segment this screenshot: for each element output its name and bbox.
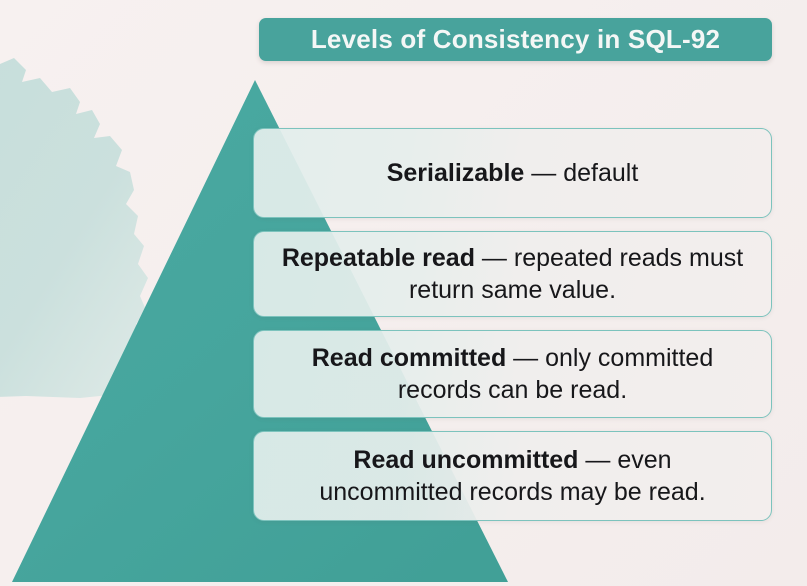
level-label-repeatable-read: Repeatable read [281, 244, 475, 272]
level-separator-repeatable-read [475, 244, 482, 272]
level-box-repeatable-read[interactable]: Repeatable read — repeated reads must re… [253, 231, 772, 317]
level-description-read-uncommitted: even uncommitted records may be read. [319, 446, 706, 506]
slide-title-bar: Levels of Consistency in SQL-92 [259, 18, 772, 61]
level-dash-serializable: — [531, 159, 557, 187]
level-dash-repeatable-read: — [481, 244, 507, 272]
level-box-read-committed[interactable]: Read committed — only committed records … [253, 330, 772, 418]
page-title: Levels of Consistency in SQL-92 [310, 24, 721, 54]
level-text-serializable: Serializable — default [387, 157, 639, 189]
level-label-read-uncommitted: Read uncommitted [353, 446, 579, 474]
level-text-read-uncommitted: Read uncommitted — even uncommitted reco… [280, 444, 745, 508]
watercolor-accent-shape [0, 58, 148, 398]
level-box-read-uncommitted[interactable]: Read uncommitted — even uncommitted reco… [253, 431, 772, 521]
level-text-repeatable-read: Repeatable read — repeated reads must re… [280, 242, 745, 306]
level-label-serializable: Serializable [386, 159, 525, 187]
level-description-read-committed: only committed records can be read. [397, 344, 714, 404]
level-space-repeatable-read [507, 244, 514, 272]
level-dash-read-uncommitted: — [585, 446, 611, 474]
level-dash-read-committed: — [513, 344, 539, 372]
level-description-repeatable-read: repeated reads must return same value. [408, 244, 744, 304]
level-text-read-committed: Read committed — only committed records … [280, 342, 745, 406]
levels-list: Serializable — default Repeatable read —… [253, 128, 772, 534]
level-description-serializable: default [563, 159, 639, 187]
level-box-serializable[interactable]: Serializable — default [253, 128, 772, 218]
level-label-read-committed: Read committed [311, 344, 507, 372]
